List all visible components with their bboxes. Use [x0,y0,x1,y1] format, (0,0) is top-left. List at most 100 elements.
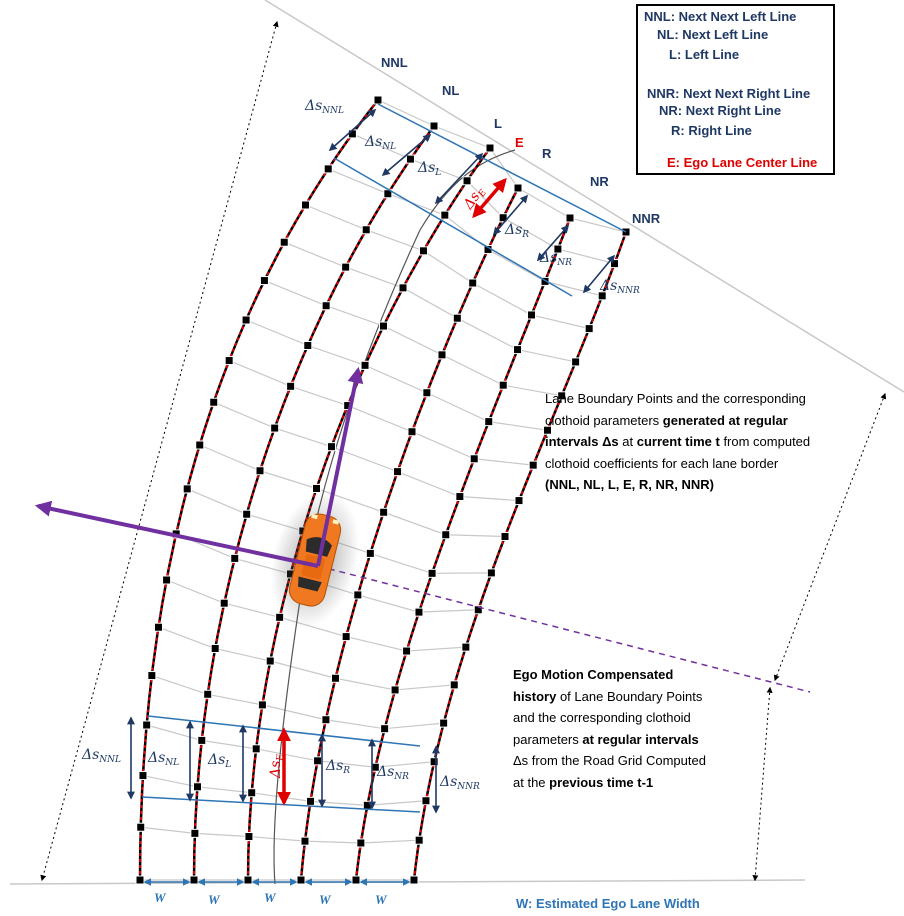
boundary-point [380,724,390,734]
boundary-point [353,590,363,600]
boundary-point [402,646,412,656]
boundary-point [486,568,496,578]
ds-arrows-history [127,716,440,814]
road-edge-upper [264,0,904,393]
legend-nnr: NNR: Next Next Right Line [647,86,811,101]
legend-box [636,4,835,175]
boundary-point [379,507,389,517]
grid-line [213,401,520,502]
boundary-point [440,210,450,220]
boundary-point [242,509,252,519]
boundary-point [473,605,483,615]
boundary-point [219,598,229,608]
legend-nl: NL: Next Left Line [657,27,769,42]
dimension-arrows [40,20,887,882]
boundary-point [540,276,550,286]
boundary-point [513,345,523,355]
boundary-point [565,213,575,223]
boundary-point [405,154,415,164]
width-caption: W: Estimated Ego Lane Width [516,896,700,911]
boundary-point [513,183,523,193]
boundary-point [455,492,465,502]
boundary-point [610,259,620,269]
legend-nr: NR: Next Right Line [659,103,782,118]
boundary-point [484,417,494,427]
boundary-point [203,689,213,699]
boundary-point [452,313,462,323]
label-nr: NR [590,174,609,189]
boundary-point [279,237,289,247]
boundary-point [469,454,479,464]
ds-label-nnl-current: ΔsNNL [304,98,344,116]
boundary-point [422,388,432,398]
boundary-point [257,700,267,710]
boundary-point [418,246,428,256]
boundary-point [182,484,192,494]
grid-line [228,360,534,466]
ds-label-l-current: ΔsL [417,160,441,178]
ds-label-e-history: ΔsE [268,754,286,779]
legend-nnl: NNL: Next Next Left Line [644,9,797,24]
boundary-point [439,718,449,728]
boundary-point [243,875,253,885]
width-label-4: W [319,892,332,907]
boundary-point [362,800,372,810]
ds-label-nr-current: ΔsNR [539,250,572,268]
boundary-point [321,301,331,311]
boundary-point [135,875,145,885]
boundary-point [390,685,400,695]
boundary-point [251,744,261,754]
boundary-point [142,720,152,730]
boundary-point [414,835,424,845]
boundary-point [356,838,366,848]
boundary-point [189,875,199,885]
boundary-point [398,283,408,293]
ds-arrows-current [328,108,616,294]
note-history: Ego Motion Compensated history of Lane B… [513,667,706,790]
width-label-1: W [154,890,167,905]
boundary-point [527,310,537,320]
label-nnl: NNL [381,55,408,70]
boundary-point [427,568,437,578]
boundary-point [468,278,478,288]
boundary-point [259,276,269,286]
boundary-point [286,381,296,391]
boundary-point [153,622,163,632]
boundary-point [244,832,254,841]
boundary-point [365,548,375,558]
boundary-point [441,530,451,540]
boundary-point [542,425,552,435]
ds-label-nnr-history: ΔsNNR [439,774,480,792]
ds-label-nnr-current: ΔsNNR [599,278,640,296]
label-nnr: NNR [632,211,661,226]
label-nl: NL [442,83,459,98]
boundary-point [429,121,439,131]
width-label-5: W [375,892,388,907]
boundary-point [190,828,200,838]
legend-e: E: Ego Lane Center Line [667,155,818,170]
grid-line [264,279,562,397]
boundary-point [528,460,538,470]
boundary-point [414,607,424,617]
label-r: R [542,146,552,161]
boundary-point [303,340,313,350]
label-l: L [494,116,502,131]
boundary-point [485,143,495,153]
boundary-point [210,644,220,654]
boundary-point [323,164,333,174]
boundary-point [379,321,389,331]
boundary-point [313,756,323,766]
grid-line [245,319,548,431]
boundary-point [393,467,403,477]
boundary-point [514,496,524,506]
boundary-point [241,315,251,325]
ds-label-l-history: ΔsL [207,752,231,770]
ds-label-nr-history: ΔsNR [376,764,409,782]
boundary-point [361,225,371,235]
boundary-point [341,632,351,642]
boundary-point [224,356,234,366]
boundary-point [341,262,351,272]
width-label-2: W [208,892,221,907]
boundary-point [330,673,340,683]
